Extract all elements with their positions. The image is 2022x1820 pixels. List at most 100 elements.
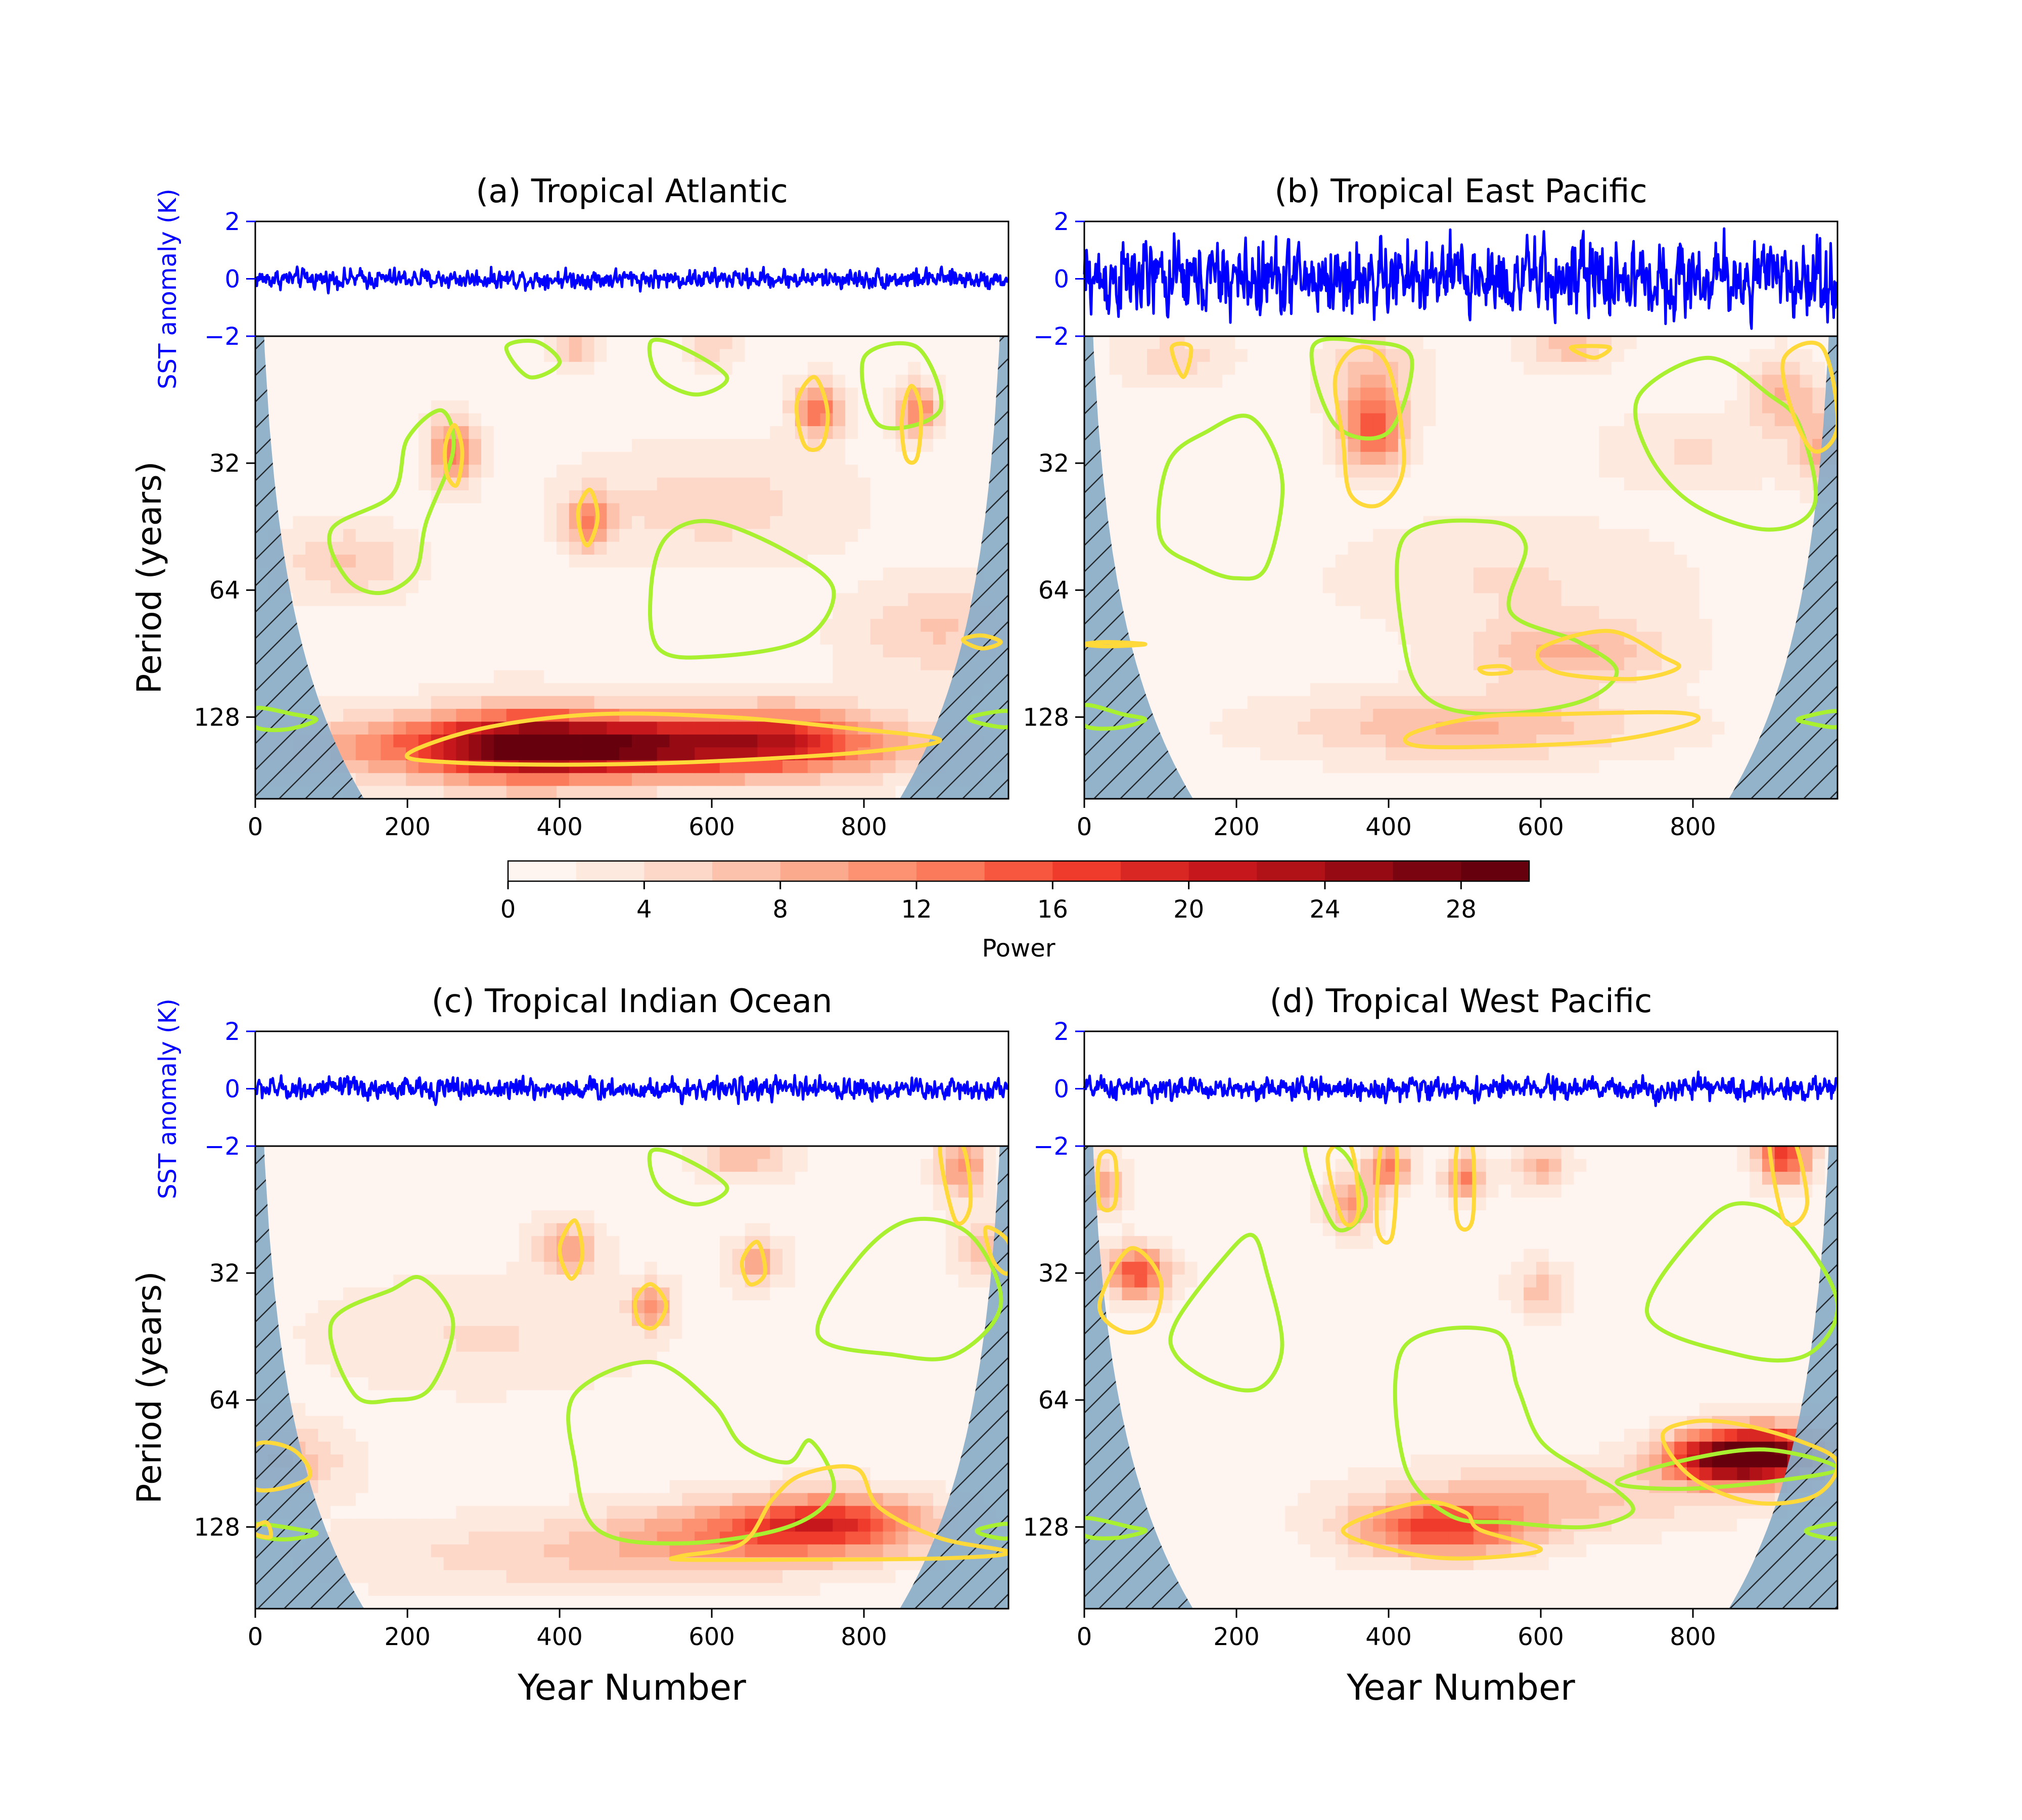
sst-axis-label: SST anomaly (K): [154, 998, 182, 1199]
sst-tick-label: 2: [224, 1018, 240, 1046]
panel-3: (d) Tropical West Pacific 2 0 −2 32 64 128 0 200…: [1023, 983, 1839, 1708]
contour-green: [1168, 1233, 1284, 1393]
contour-green: [815, 1216, 1003, 1361]
x-tick-label: 0: [1077, 813, 1092, 841]
panel-0: (a) Tropical Atlantic 2 0 −2 32 64 128 0 200 400 6…: [130, 173, 1009, 841]
x-tick-label: 200: [1213, 813, 1260, 841]
period-axis-label: Period (years): [130, 1271, 169, 1504]
contour-green: [1303, 1146, 1368, 1233]
colorbar-swatch: [1461, 861, 1530, 881]
contour-green: [1309, 336, 1414, 441]
sst-tick-label: 2: [1053, 208, 1069, 236]
sst-anomaly-series: [1083, 1070, 1838, 1107]
contour-green: [1156, 414, 1284, 581]
x-tick-label: 0: [248, 813, 263, 841]
sst-tick-label: 2: [1053, 1018, 1069, 1046]
power-field: [255, 336, 1008, 799]
contour-yellow: [983, 1225, 1008, 1276]
x-tick-label: 400: [1365, 813, 1412, 841]
contour-green: [647, 1147, 729, 1207]
sst-axis-label: SST anomaly (K): [154, 189, 182, 389]
sst-tick-label: 0: [224, 1075, 240, 1104]
colorbar-tick-label: 16: [1037, 895, 1068, 924]
contour-yellow: [1660, 1419, 1837, 1506]
panel-title: (d) Tropical West Pacific: [1270, 983, 1652, 1020]
colorbar-swatch: [1052, 861, 1121, 881]
contour-green: [647, 337, 729, 397]
wavelet-axes-frame: [254, 1145, 1009, 1610]
colorbar-swatch: [1188, 861, 1257, 881]
panel-1: (b) Tropical East Pacific 2 0 −2 32 64 128 0 200…: [1023, 173, 1839, 841]
contour-green: [328, 1275, 455, 1404]
contour-green: [1393, 1326, 1635, 1530]
x-tick-label: 200: [384, 1623, 431, 1651]
x-tick-label: 400: [536, 1623, 583, 1651]
colorbar-label: Power: [982, 934, 1055, 963]
contour-green: [1796, 709, 1837, 730]
panel-title: (c) Tropical Indian Ocean: [432, 983, 833, 1020]
contour-yellow: [1084, 640, 1147, 649]
x-axis-label: Year Number: [1346, 1667, 1575, 1708]
sst-tick-label: −2: [1033, 1132, 1069, 1161]
period-tick-label: 128: [1023, 703, 1069, 732]
x-tick-label: 0: [1077, 1623, 1092, 1651]
x-tick-label: 200: [1213, 1623, 1260, 1651]
colorbar-frame: [507, 860, 1530, 882]
contour-green: [1804, 1522, 1837, 1541]
cone-of-influence: [1084, 1146, 1837, 1609]
period-tick-label: 64: [1038, 1386, 1069, 1415]
x-tick-label: 600: [688, 1623, 735, 1651]
colorbar-swatch: [712, 861, 781, 881]
contour-green: [1633, 355, 1818, 532]
wavelet-axes-frame: [254, 335, 1009, 800]
contour-yellow: [255, 1440, 312, 1493]
sst-tick-label: 0: [224, 265, 240, 294]
significance-contours: [255, 337, 1008, 767]
power-field: [1084, 1146, 1837, 1609]
contour-yellow: [960, 633, 1003, 651]
wavelet-axes-frame: [1083, 335, 1839, 800]
colorbar-swatch: [1393, 861, 1461, 881]
x-tick-label: 600: [1518, 1623, 1564, 1651]
colorbar-ticks: 0 4 8 12 16 20 24 28: [500, 881, 1477, 924]
period-tick-label: 32: [1038, 449, 1069, 478]
contour-yellow: [1170, 341, 1193, 379]
contour-green: [255, 706, 318, 733]
colorbar-tick-label: 12: [901, 895, 932, 924]
x-tick-label: 400: [536, 813, 583, 841]
colorbar-tick-label: 28: [1446, 895, 1477, 924]
sst-tick-label: 0: [1053, 1075, 1069, 1104]
contour-green: [967, 709, 1008, 730]
sst-tick-label: −2: [204, 1132, 240, 1161]
contour-green: [1084, 1516, 1148, 1540]
colorbar-tick-label: 4: [636, 895, 652, 924]
contour-yellow: [1569, 344, 1612, 360]
colorbar-tick-label: 20: [1173, 895, 1204, 924]
contour-yellow: [1325, 1146, 1361, 1227]
sst-anomaly-series: [254, 265, 1009, 295]
contour-yellow: [557, 1218, 585, 1281]
x-axis-label: Year Number: [517, 1667, 746, 1708]
contour-yellow: [740, 1240, 767, 1287]
period-tick-label: 32: [209, 1259, 240, 1288]
contour-yellow: [668, 1464, 1008, 1562]
contour-yellow: [1095, 1149, 1119, 1212]
period-tick-label: 32: [1038, 1259, 1069, 1288]
contour-green: [859, 341, 944, 431]
period-tick-label: 32: [209, 449, 240, 478]
contour-green: [1615, 1447, 1837, 1491]
panel-title: (a) Tropical Atlantic: [476, 173, 788, 210]
period-tick-label: 64: [209, 576, 240, 605]
contour-yellow: [938, 1146, 973, 1226]
panel-2: (c) Tropical Indian Ocean 2 0 −2 32 64 128 0 200…: [130, 983, 1009, 1708]
period-tick-label: 128: [194, 703, 240, 732]
contour-yellow: [1767, 1146, 1809, 1227]
contour-yellow: [1332, 345, 1406, 509]
contour-yellow: [576, 487, 600, 548]
x-tick-label: 200: [384, 813, 431, 841]
colorbar-tick-label: 24: [1309, 895, 1340, 924]
sst-tick-label: −2: [1033, 323, 1069, 351]
colorbar-swatch: [780, 861, 849, 881]
significance-contours: [1084, 1146, 1837, 1561]
